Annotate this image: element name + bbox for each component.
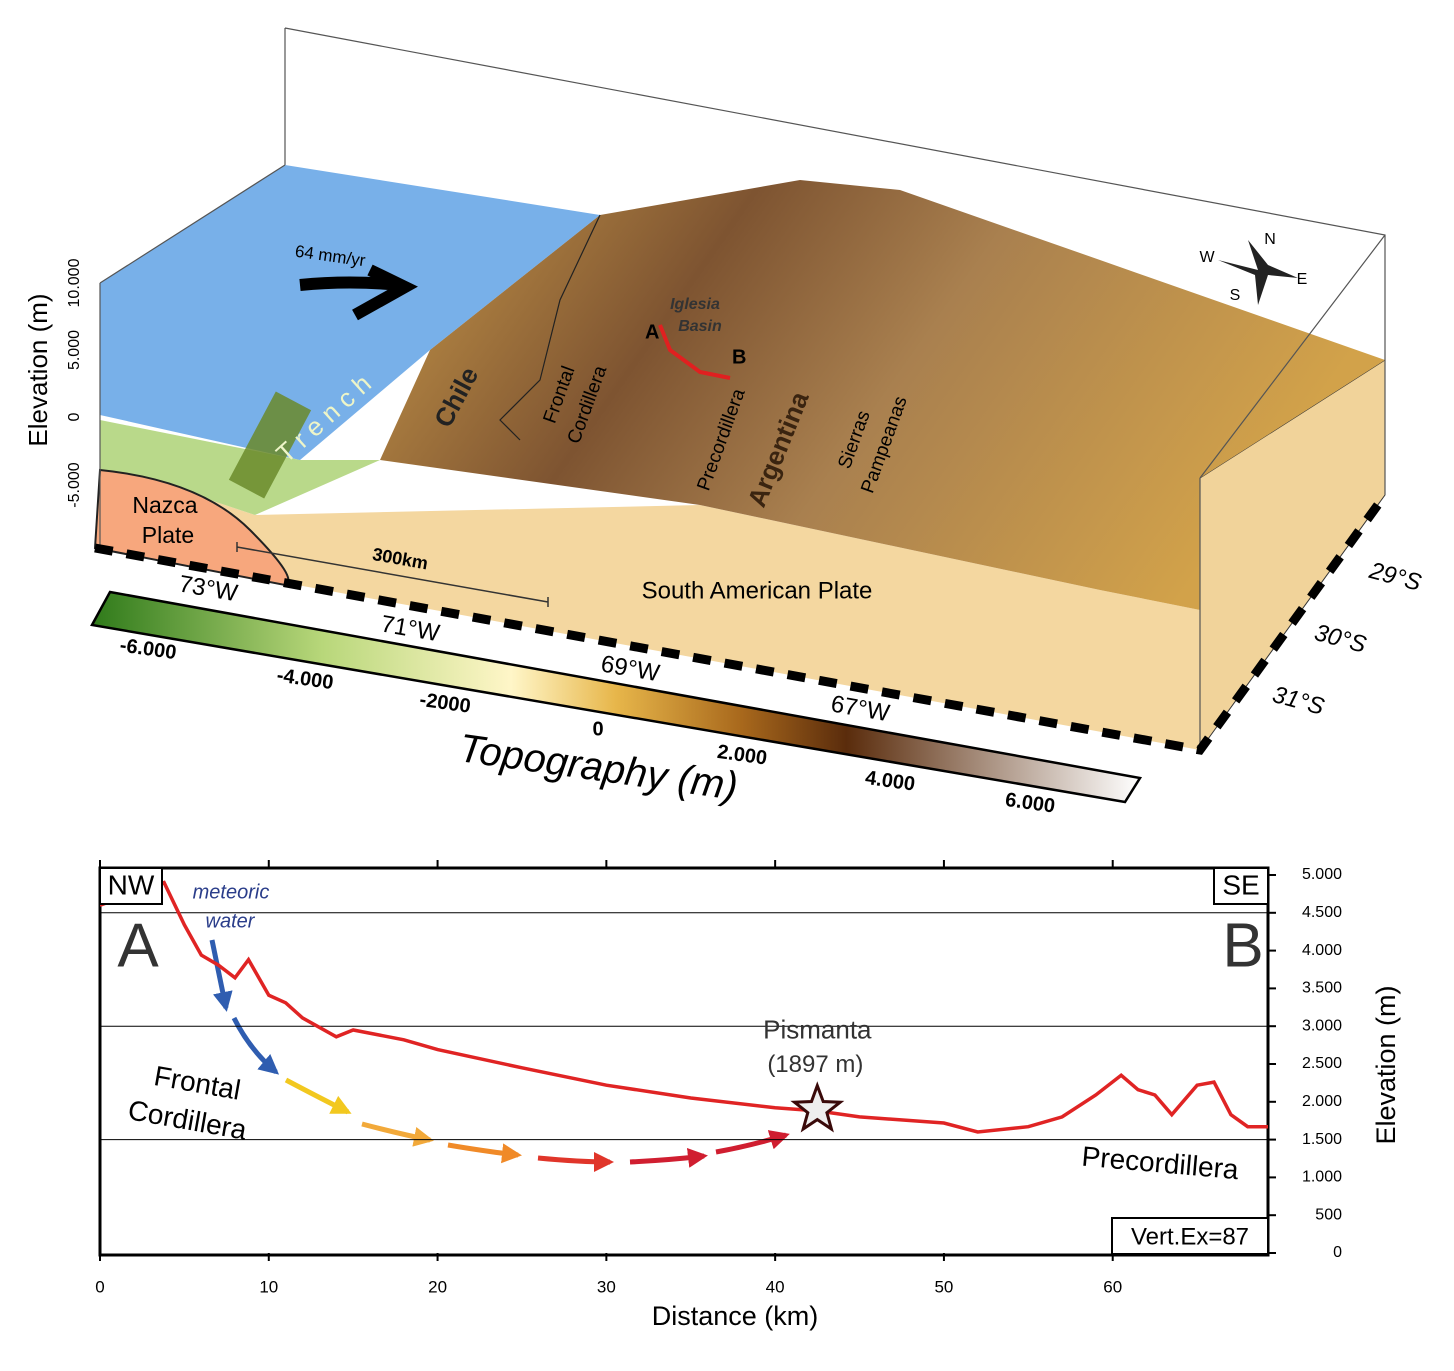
- point-name: Pismanta: [763, 1014, 872, 1044]
- border-line: [499, 214, 601, 441]
- compass-label: E: [1297, 271, 1308, 288]
- plate-arrow: [299, 264, 418, 321]
- x-tick-label: 20: [428, 1277, 447, 1296]
- elevation-tick: -5.000: [66, 462, 83, 507]
- water-label: water: [206, 910, 256, 932]
- corner-label: NW: [108, 869, 155, 900]
- latitude-label: 29°S: [1366, 557, 1424, 597]
- label-box: [1213, 867, 1269, 905]
- flow-arrow: [284, 1077, 352, 1115]
- profile-line: [658, 324, 731, 380]
- exaggeration-label: Vert.Ex=87: [1131, 1223, 1249, 1250]
- y-tick-label: 0: [1333, 1244, 1342, 1261]
- terrain: [380, 180, 1385, 610]
- elevation-tick: 5.000: [66, 330, 83, 370]
- basin-label: Iglesia: [670, 296, 720, 313]
- compass-label: W: [1199, 249, 1215, 266]
- latitude-label: 30°S: [1312, 619, 1370, 659]
- flow-arrow: [209, 939, 233, 1012]
- flow-arrow: [715, 1130, 790, 1155]
- x-axis-title: Distance (km): [652, 1301, 819, 1331]
- flow-arrow: [447, 1142, 522, 1164]
- trench-band: [228, 391, 312, 499]
- scale-bar: [236, 542, 549, 607]
- label-box: [1111, 1217, 1269, 1255]
- colorbar: [90, 590, 1143, 804]
- plate-label: Plate: [142, 522, 194, 548]
- plate-label: South American Plate: [642, 577, 873, 604]
- colorbar-label: 4.000: [864, 767, 917, 796]
- y-tick-label: 5.000: [1302, 866, 1342, 883]
- colorbar-label: 6.000: [1004, 789, 1057, 818]
- flow-arrow: [537, 1151, 614, 1172]
- flow-arrows: [209, 939, 790, 1172]
- block-diagram: Elevation (m) 10.000 5.000 0 -5.000 64 m…: [23, 27, 1424, 818]
- x-tick-label: 10: [259, 1277, 278, 1296]
- compass-label: N: [1264, 231, 1276, 248]
- flow-arrow: [231, 1016, 280, 1075]
- front-face: [95, 470, 1200, 750]
- flow-arrow: [361, 1121, 434, 1147]
- y-axis-title: Elevation (m): [1371, 985, 1401, 1144]
- y-tick-label: 1.000: [1302, 1169, 1342, 1186]
- sea-plane: [100, 165, 600, 460]
- x-tick-label: 0: [95, 1277, 104, 1296]
- profile-end-label: A: [117, 911, 159, 980]
- latitude-label: 31°S: [1270, 681, 1328, 721]
- profile-line: [99, 880, 1268, 1134]
- point-label: A: [645, 321, 659, 343]
- x-tick-label: 30: [597, 1277, 616, 1296]
- flow-arrow: [629, 1147, 708, 1168]
- colorbar-label: -4.000: [275, 664, 334, 694]
- y-tick-label: 3.000: [1302, 1017, 1342, 1034]
- x-tick-label: 40: [766, 1277, 785, 1296]
- coordinate-frame: [94, 492, 1389, 755]
- box-frame: [99, 27, 1386, 750]
- y-tick-label: 4.500: [1302, 904, 1342, 921]
- x-tick-label: 60: [1103, 1277, 1122, 1296]
- basin-label: Basin: [678, 318, 722, 335]
- region-label: Precordillera: [1081, 1141, 1241, 1186]
- y-tick-label: 500: [1315, 1206, 1342, 1223]
- y-tick-label: 2.000: [1302, 1093, 1342, 1110]
- plate-label: Nazca: [132, 492, 197, 518]
- y-tick-label: 4.000: [1302, 942, 1342, 959]
- y-tick-label: 2.500: [1302, 1055, 1342, 1072]
- elevation-tick: 0: [66, 412, 83, 421]
- location-star: [790, 1081, 845, 1133]
- y-tick-label: 1.500: [1302, 1131, 1342, 1148]
- point-label: (1897 m): [767, 1051, 863, 1078]
- y-tick-label: 3.500: [1302, 980, 1342, 997]
- colorbar-label: -2000: [418, 689, 472, 718]
- region-label: Frontal: [152, 1060, 243, 1106]
- compass-label: S: [1230, 287, 1241, 304]
- elevation-axis-label: Elevation (m): [23, 293, 53, 446]
- profile-end-label: B: [1222, 911, 1263, 980]
- compass-rose: [1218, 240, 1298, 305]
- elevation-tick: 10.000: [66, 258, 83, 307]
- plot-frame: [98, 866, 1270, 1257]
- x-tick-label: 50: [934, 1277, 953, 1296]
- water-label: meteoric: [193, 881, 270, 903]
- point-label: B: [732, 346, 746, 368]
- colorbar-label: 0: [592, 718, 603, 740]
- label-box: [99, 867, 163, 905]
- corner-label: SE: [1222, 869, 1259, 900]
